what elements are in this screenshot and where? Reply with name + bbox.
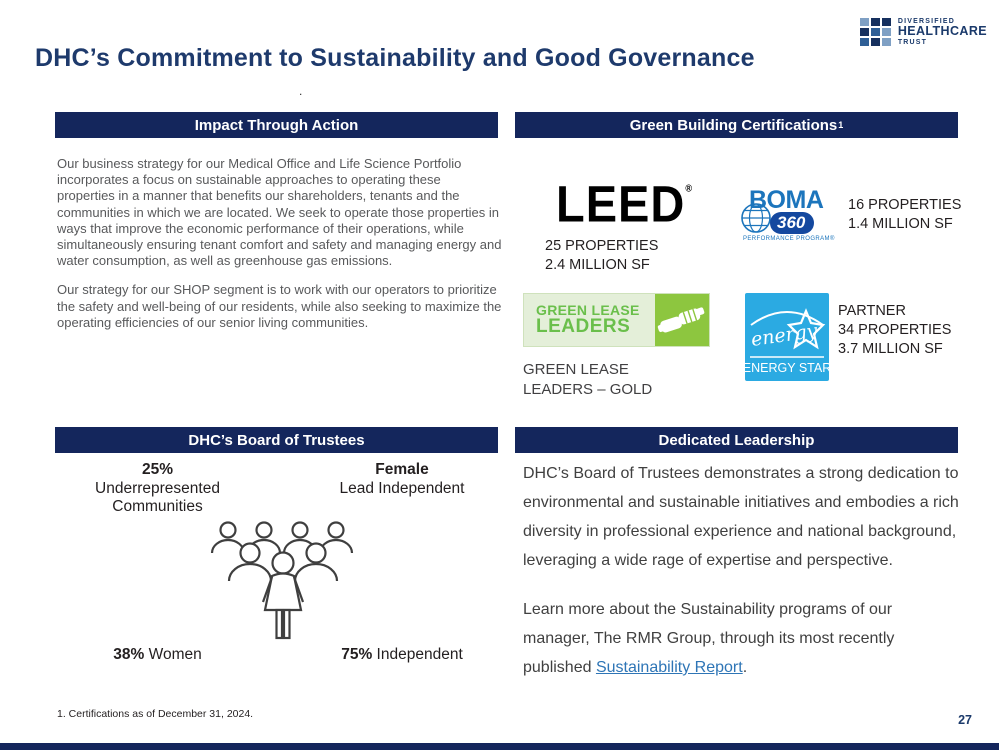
boma-stat-properties: 16 PROPERTIES — [848, 197, 962, 213]
boma-stat-sf: 1.4 MILLION SF — [848, 216, 953, 232]
energy-star-stats: PARTNER 34 PROPERTIES 3.7 MILLION SF — [838, 302, 951, 359]
energy-star-icon: energy ENERGY STAR — [745, 293, 829, 381]
leadership-section-header: Dedicated Leadership — [515, 427, 958, 453]
page-title: DHC’s Commitment to Sustainability and G… — [35, 44, 755, 72]
gll-caption: GREEN LEASE LEADERS – GOLD — [523, 360, 652, 400]
gll-line2: LEADERS — [536, 316, 631, 337]
impact-paragraph-2: Our strategy for our SHOP segment is to … — [57, 282, 502, 330]
bottom-accent-bar — [0, 743, 999, 750]
logo-line-healthcare: HEALTHCARE — [897, 24, 987, 39]
dhc-logo-grid-icon — [859, 18, 891, 46]
footnote: 1. Certifications as of December 31, 202… — [57, 708, 254, 720]
board-diversity-icon — [210, 521, 354, 640]
boma-360-badge: 360 — [770, 212, 815, 234]
leed-stats: 25 PROPERTIES 2.4 MILLION SF — [545, 237, 658, 275]
certifications-section-header: Green Building Certifications 1 — [515, 112, 958, 138]
logo-line-trust: TRUST — [897, 38, 928, 46]
handshake-icon — [655, 294, 709, 346]
gll-line1: GREEN LEASE — [536, 302, 640, 318]
stray-period: . — [299, 84, 303, 98]
leed-wordmark: LEED — [556, 175, 686, 233]
stat-independent-value: 75% — [341, 646, 373, 663]
impact-body: Our business strategy for our Medical Of… — [57, 156, 502, 331]
stat-underrepresented-label1: Underrepresented — [95, 479, 220, 497]
company-logo-text: DIVERSIFIED HEALTHCARE TRUST — [898, 18, 987, 46]
registered-mark-icon: ® — [685, 182, 693, 194]
leed-stat-properties: 25 PROPERTIES — [545, 238, 659, 254]
leadership-body: DHC’s Board of Trustees demonstrates a s… — [523, 459, 961, 682]
boma-subtitle: PERFORMANCE PROGRAM® — [743, 236, 835, 242]
stat-underrepresented-value: 25% — [141, 461, 174, 478]
es-stat-partner: PARTNER — [838, 303, 906, 319]
gll-caption-line1: GREEN LEASE — [523, 361, 629, 378]
stat-independent-label: Independent — [372, 646, 463, 663]
leed-logo: LEED® — [556, 174, 693, 233]
certifications-header-text: Green Building Certifications — [629, 116, 838, 134]
leadership-p2-text: Learn more about the Sustainability prog… — [523, 601, 895, 676]
energy-star-bar-text: ENERGY STAR — [745, 361, 829, 375]
boma-stats: 16 PROPERTIES 1.4 MILLION SF — [848, 196, 961, 234]
page-number: 27 — [958, 713, 972, 727]
stat-women-label: Women — [144, 646, 202, 663]
stat-independent: 75% Independent — [318, 646, 486, 665]
company-logo: DIVERSIFIED HEALTHCARE TRUST — [859, 18, 987, 46]
gll-caption-line2: LEADERS – GOLD — [523, 381, 653, 398]
impact-paragraph-1: Our business strategy for our Medical Of… — [57, 156, 502, 269]
es-stat-properties: 34 PROPERTIES — [838, 322, 952, 338]
es-stat-sf: 3.7 MILLION SF — [838, 341, 943, 357]
stat-female-lead: Female Lead Independent — [322, 461, 482, 498]
green-lease-leaders-logo: GREEN LEASE LEADERS — [523, 293, 710, 347]
stat-female-lead-label: Lead Independent — [339, 479, 465, 497]
leadership-paragraph-1: DHC’s Board of Trustees demonstrates a s… — [523, 465, 959, 569]
leadership-paragraph-2: Learn more about the Sustainability prog… — [523, 595, 961, 682]
boma-wordmark: BOMA — [749, 186, 824, 214]
impact-section-header: Impact Through Action — [55, 112, 498, 138]
stat-female-lead-value: Female — [375, 461, 429, 478]
logo-line-diversified: DIVERSIFIED — [897, 18, 955, 26]
stat-women-value: 38% — [113, 646, 145, 663]
footnote-marker: 1 — [838, 120, 844, 130]
stat-women: 38% Women — [70, 646, 245, 665]
stat-underrepresented-label2: Communities — [112, 498, 203, 515]
sustainability-report-link[interactable]: Sustainability Report — [595, 659, 743, 676]
leadership-p2-period: . — [742, 659, 748, 676]
leed-stat-sf: 2.4 MILLION SF — [545, 257, 650, 273]
boma-360-logo: BOMA 360 PERFORMANCE PROGRAM® — [741, 186, 843, 246]
gll-wordmark: GREEN LEASE LEADERS — [524, 294, 655, 346]
stat-underrepresented: 25% Underrepresented Communities — [70, 461, 245, 517]
board-section-header: DHC’s Board of Trustees — [55, 427, 498, 453]
